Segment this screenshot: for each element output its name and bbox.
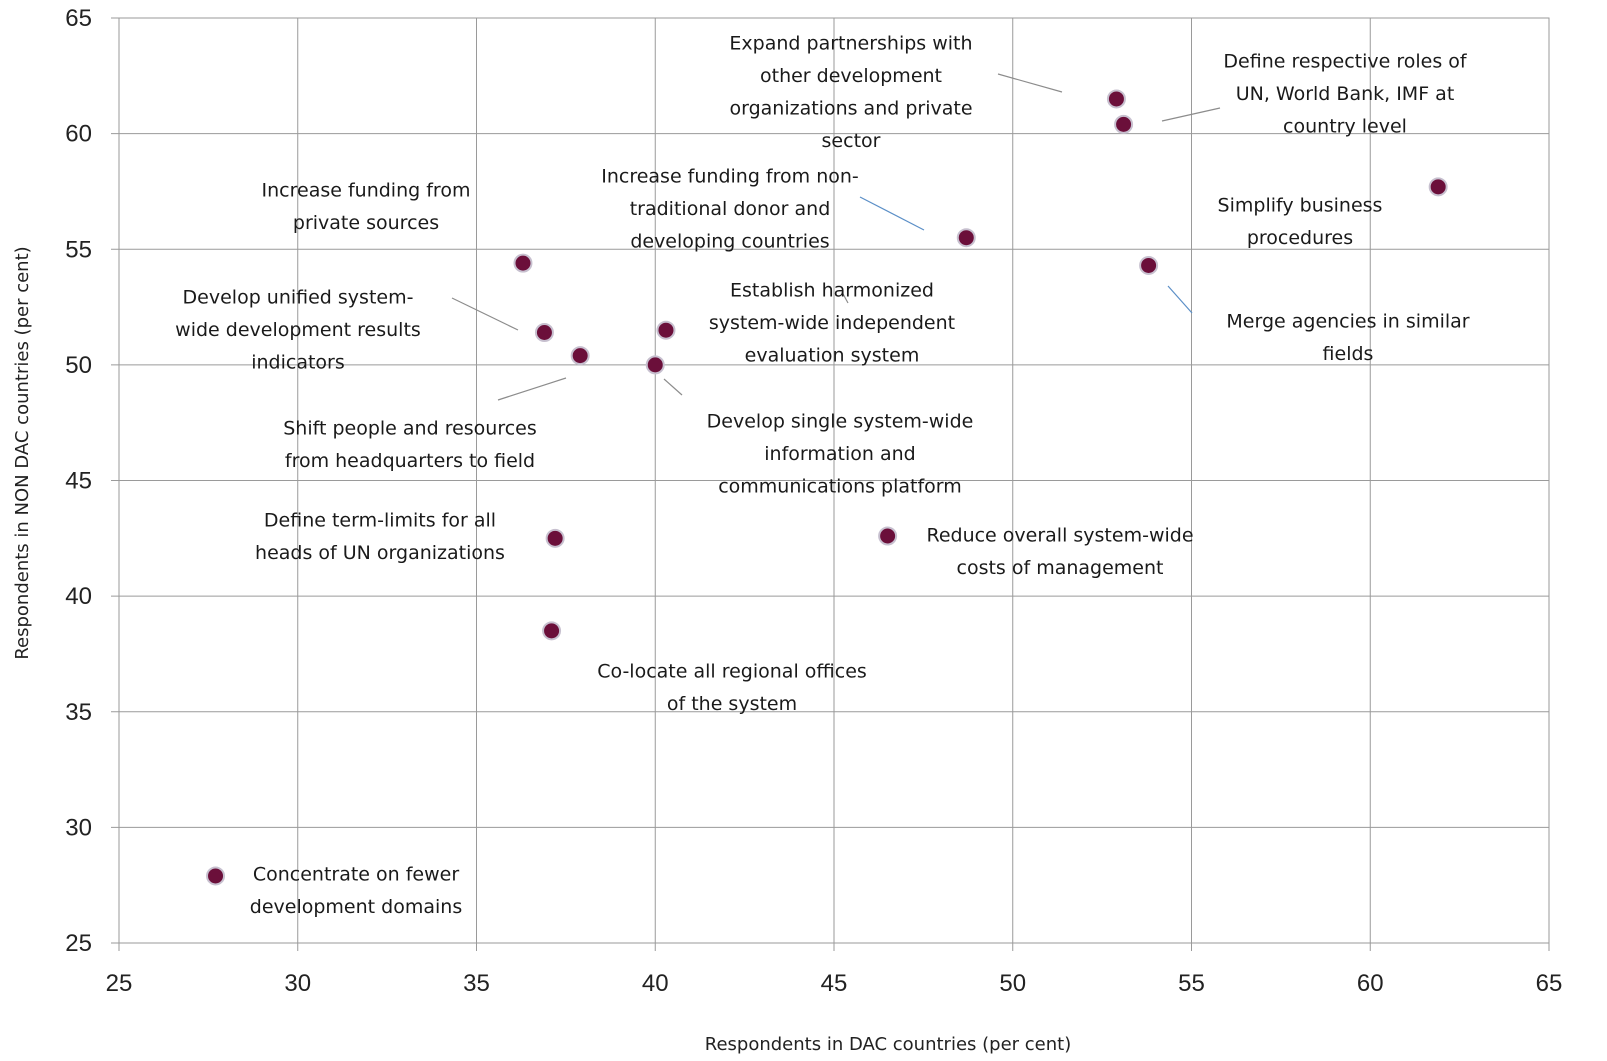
- x-tick-label: 40: [642, 970, 669, 997]
- leader-line: [497, 377, 567, 401]
- data-points: [206, 89, 1448, 886]
- point-label: Reduce overall system-wide costs of manag…: [926, 525, 1193, 580]
- point-label: Simplify business procedures: [1218, 195, 1383, 250]
- point-label-line: developing countries: [630, 231, 829, 253]
- data-point: [545, 528, 565, 548]
- leader-lines: [451, 73, 1221, 401]
- y-tick-label: 60: [65, 121, 92, 148]
- point-label-line: Merge agencies in similar: [1226, 311, 1469, 333]
- point-label-line: Develop unified system-: [183, 287, 414, 309]
- point-label-line: indicators: [251, 352, 345, 374]
- y-tick-label: 65: [65, 5, 92, 32]
- leader-line: [1161, 107, 1221, 122]
- point-label: Expand partnerships with other developmen…: [729, 33, 972, 153]
- data-point: [1139, 255, 1159, 275]
- x-tick-label: 55: [1178, 970, 1205, 997]
- point-label-line: heads of UN organizations: [255, 542, 505, 564]
- point-label-line: communications platform: [718, 476, 962, 498]
- point-label-line: traditional donor and: [630, 198, 831, 220]
- data-point: [645, 355, 665, 375]
- point-label-line: Define term-limits for all: [264, 510, 496, 532]
- grid: [111, 17, 1550, 951]
- leader-line: [997, 73, 1063, 93]
- point-label-line: Increase funding from non-: [601, 166, 859, 188]
- point-label: Develop unified system-wide development …: [175, 287, 421, 374]
- y-tick-label: 55: [65, 236, 92, 263]
- point-label-line: wide development results: [175, 319, 421, 341]
- leader-line: [841, 291, 849, 304]
- x-tick-label: 25: [106, 970, 133, 997]
- point-label-line: from headquarters to field: [285, 450, 535, 472]
- data-point: [542, 621, 562, 641]
- point-label-line: development domains: [250, 896, 462, 918]
- point-label-line: Increase funding from: [262, 180, 471, 202]
- point-label-line: UN, World Bank, IMF at: [1236, 83, 1455, 105]
- point-labels: Expand partnerships with other developmen…: [175, 33, 1470, 919]
- point-label: Concentrate on fewer development domains: [250, 864, 462, 919]
- data-point: [513, 253, 533, 273]
- point-label-line: system-wide independent: [709, 312, 955, 334]
- point-label-line: Co-locate all regional offices: [597, 661, 867, 683]
- data-point: [206, 866, 226, 886]
- point-label: Define respective roles of UN, World Bank…: [1223, 51, 1467, 138]
- point-label-line: of the system: [667, 693, 797, 715]
- y-tick-label: 45: [65, 468, 92, 495]
- point-label: Develop single system-wide information an…: [707, 411, 974, 498]
- point-label: Merge agencies in similar fields: [1226, 311, 1469, 366]
- data-point: [534, 323, 554, 342]
- data-point: [1428, 177, 1448, 197]
- y-tick-label: 30: [65, 814, 92, 841]
- y-tick-label: 40: [65, 583, 92, 610]
- point-label-line: country level: [1283, 116, 1407, 138]
- y-tick-label: 35: [65, 699, 92, 726]
- point-label-line: Reduce overall system-wide: [926, 525, 1193, 547]
- point-label-line: organizations and private: [729, 98, 972, 120]
- x-tick-label: 50: [999, 970, 1026, 997]
- plot-area-frame: [118, 17, 1550, 944]
- y-tick-label: 25: [65, 930, 92, 957]
- point-label: Define term-limits for all heads of UN or…: [255, 510, 505, 565]
- leader-line: [1167, 285, 1193, 314]
- data-point: [1114, 114, 1134, 134]
- point-label-line: other development: [760, 65, 942, 87]
- data-point: [1106, 89, 1126, 109]
- data-point: [656, 320, 676, 340]
- point-label-line: Develop single system-wide: [707, 411, 974, 433]
- data-point: [570, 346, 590, 366]
- point-label: Increase funding from non-traditional do…: [601, 166, 859, 253]
- point-label-line: Simplify business: [1218, 195, 1383, 217]
- leader-line: [451, 297, 519, 331]
- leader-line: [859, 196, 925, 231]
- point-label: Co-locate all regional offices of the sys…: [597, 661, 867, 716]
- point-label-line: private sources: [293, 212, 439, 234]
- point-label-line: Establish harmonized: [730, 280, 934, 302]
- point-label-line: Define respective roles of: [1223, 51, 1467, 73]
- y-tick-label: 50: [65, 352, 92, 379]
- leader-line: [663, 378, 683, 396]
- x-axis-title: Respondents in DAC countries (per cent): [705, 1034, 1072, 1055]
- point-label-line: procedures: [1247, 227, 1353, 249]
- data-point: [878, 526, 898, 546]
- point-label-line: fields: [1323, 343, 1374, 365]
- point-label-line: Shift people and resources: [283, 418, 537, 440]
- y-axis-title: Respondents in NON DAC countries (per ce…: [12, 246, 33, 659]
- point-label: Shift people and resources from headquart…: [283, 418, 537, 473]
- point-label-line: sector: [822, 130, 881, 152]
- point-label-line: Expand partnerships with: [729, 33, 972, 55]
- x-tick-label: 30: [284, 970, 311, 997]
- x-tick-label: 35: [463, 970, 490, 997]
- point-label-line: evaluation system: [745, 345, 920, 367]
- point-label-line: costs of management: [957, 557, 1164, 579]
- x-tick-label: 65: [1536, 970, 1563, 997]
- point-label-line: information and: [764, 443, 915, 465]
- point-label: Establish harmonized system-wide independ…: [709, 280, 955, 367]
- point-label: Increase funding from private sources: [262, 180, 471, 235]
- tick-labels: 25 30 35 40 45 50 55 60 65 25 30 35 40 45 50 55 60 65: [65, 5, 1562, 997]
- data-point: [956, 228, 976, 248]
- x-tick-label: 45: [821, 970, 848, 997]
- x-tick-label: 60: [1357, 970, 1384, 997]
- point-label-line: Concentrate on fewer: [253, 864, 460, 886]
